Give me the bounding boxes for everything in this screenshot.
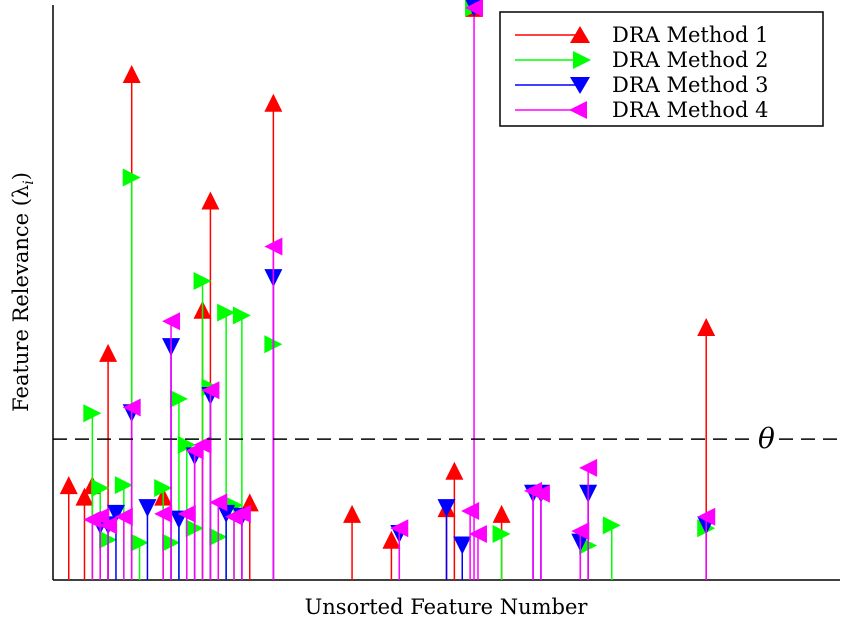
y-axis-label-close: )	[9, 172, 33, 180]
legend-label-3: DRA Method 3	[612, 73, 769, 97]
stem-marker-triangle-left	[122, 398, 141, 417]
legend-label-2: DRA Method 2	[612, 48, 769, 72]
stem-marker-triangle-down	[437, 499, 456, 518]
stem-marker-triangle-up	[382, 530, 401, 549]
stem-marker-triangle-right	[169, 389, 188, 408]
stem-marker-triangle-up	[492, 504, 511, 523]
stem-marker-triangle-right	[154, 479, 173, 497]
stem-marker-overlap	[465, 0, 484, 17]
series-5	[465, 0, 484, 580]
stem-marker-triangle-right	[114, 476, 133, 495]
series-4	[83, 237, 716, 580]
stem-marker-triangle-right	[602, 516, 621, 535]
legend-marker-triangle-right	[573, 51, 591, 69]
stem-marker-triangle-left	[232, 504, 251, 523]
stem-marker-triangle-right	[130, 533, 149, 552]
stem-marker-triangle-up	[59, 476, 78, 495]
legend-marker-triangle-down	[570, 77, 590, 94]
y-axis-label-main: Feature Relevance (λ	[9, 185, 33, 412]
stem-marker-triangle-up	[343, 504, 362, 523]
stem-marker-triangle-right	[232, 306, 251, 325]
stem-marker-triangle-left	[201, 381, 220, 400]
stem-marker-triangle-right	[83, 404, 102, 423]
stem-marker-triangle-up	[75, 487, 94, 506]
series-layer	[59, 0, 716, 580]
stem-marker-triangle-left	[579, 458, 598, 477]
legend-marker-triangle-left	[569, 101, 587, 119]
threshold-label: θ	[758, 422, 775, 455]
stem-marker-triangle-left	[154, 504, 173, 523]
stem-marker-triangle-right	[177, 435, 196, 454]
stem-marker-triangle-up	[99, 343, 118, 362]
stem-marker-triangle-up	[122, 65, 141, 83]
stem-marker-triangle-up	[240, 493, 259, 512]
stem-marker-triangle-right	[193, 272, 212, 290]
stem-marker-triangle-left	[91, 507, 110, 526]
stem-marker-triangle-down	[453, 536, 472, 555]
stem-marker-triangle-left	[531, 484, 550, 503]
y-axis-label: Feature Relevance (λi)	[9, 172, 37, 412]
legend-item-2: DRA Method 2	[515, 48, 769, 72]
stem-marker-triangle-right	[492, 525, 511, 543]
stem-marker-triangle-left	[193, 435, 212, 454]
stem-marker-triangle-left	[390, 519, 409, 538]
stem-marker-triangle-left	[114, 507, 133, 526]
stem-marker-triangle-up	[697, 318, 716, 336]
legend-item-3: DRA Method 3	[515, 73, 769, 97]
stem-marker-triangle-up	[201, 191, 220, 210]
stem-marker-triangle-left	[571, 522, 590, 541]
stem-marker-triangle-right	[122, 168, 141, 187]
stem-marker-triangle-left	[99, 516, 118, 535]
stem-marker-triangle-left	[468, 525, 487, 543]
stem-marker-triangle-up	[264, 93, 283, 112]
threshold-label-bg	[753, 423, 779, 454]
stem-marker-triangle-left	[697, 507, 716, 526]
legend-item-4: DRA Method 4	[515, 98, 769, 122]
x-axis-label: Unsorted Feature Number	[305, 595, 589, 619]
legend-label-1: DRA Method 1	[612, 23, 769, 47]
stem-marker-triangle-right	[91, 479, 110, 497]
stem-marker-triangle-down	[217, 504, 236, 523]
stem-marker-triangle-right	[217, 303, 236, 322]
y-axis-label-sub: i	[21, 180, 37, 184]
stem-marker-triangle-down	[138, 499, 157, 518]
stem-marker-triangle-left	[177, 504, 196, 523]
stem-marker-triangle-left	[209, 493, 228, 512]
legend-marker-triangle-up	[570, 26, 590, 43]
legend: DRA Method 1 DRA Method 2 DRA Method 3 D…	[499, 11, 824, 127]
series-1	[59, 65, 716, 580]
stem-marker-triangle-left	[162, 312, 181, 331]
stem-marker-triangle-up	[445, 461, 464, 480]
legend-box	[499, 11, 824, 127]
legend-item-1: DRA Method 1	[515, 23, 769, 47]
stem-marker-triangle-down	[106, 504, 125, 523]
legend-label-4: DRA Method 4	[612, 98, 769, 122]
stem-marker-triangle-left	[264, 237, 283, 256]
